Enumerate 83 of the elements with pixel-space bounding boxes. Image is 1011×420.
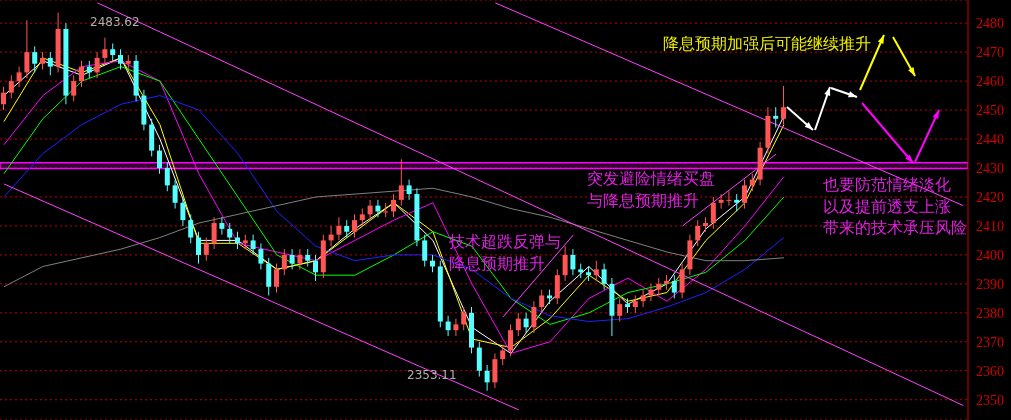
candlestick	[227, 222, 233, 244]
line-series	[3, 187, 785, 288]
candlestick	[196, 231, 201, 265]
candlestick	[718, 193, 724, 210]
candlestick	[515, 312, 521, 337]
candlestick	[593, 260, 599, 282]
candlestick	[1, 86, 6, 111]
annotation: 突发避险情绪买盘与降息预期推升	[587, 168, 715, 211]
candlestick	[71, 74, 77, 102]
candlestick	[203, 237, 209, 262]
candlestick	[781, 85, 787, 126]
y-tick-label: 2450	[976, 103, 1004, 119]
candlestick	[484, 364, 490, 392]
candlestick	[406, 179, 412, 201]
candlestick	[297, 248, 303, 270]
candlestick	[383, 202, 389, 218]
candlestick	[554, 268, 560, 305]
candlestick	[617, 297, 623, 323]
candlestick	[94, 51, 100, 79]
candlestick	[157, 144, 162, 175]
candlestick	[47, 51, 53, 76]
candlestick	[391, 193, 397, 218]
candlestick	[461, 306, 467, 331]
candlestick	[539, 289, 545, 314]
candlestick	[453, 318, 459, 337]
y-tick-label: 2440	[976, 132, 1004, 147]
y-tick-label: 2470	[976, 45, 1004, 61]
candlestick	[570, 248, 576, 276]
y-tick-label: 2350	[976, 392, 1004, 408]
candlestick	[773, 106, 779, 128]
candlestick	[671, 274, 677, 299]
annotation: 2483.62	[90, 15, 140, 29]
candlestick	[492, 352, 498, 389]
annotation: 降息预期加强后可能继续推升	[663, 33, 871, 55]
y-tick-label: 2480	[976, 16, 1004, 32]
candlestick	[695, 219, 701, 247]
candlestick	[32, 45, 38, 73]
candlestick	[476, 341, 482, 378]
candlestick	[601, 263, 607, 291]
y-tick-label: 2460	[976, 74, 1004, 90]
y-tick-label: 2360	[976, 363, 1004, 379]
candlestick	[289, 248, 295, 270]
candlestick	[562, 245, 568, 282]
candlestick	[742, 179, 748, 210]
candlestick	[640, 289, 646, 308]
candlestick	[679, 263, 685, 299]
candlestick	[710, 196, 716, 230]
y-tick-label: 2410	[976, 218, 1004, 234]
candlestick	[445, 315, 451, 337]
candlestick	[500, 344, 506, 366]
candlestick	[508, 323, 514, 357]
candlestick	[336, 216, 342, 241]
candlestick	[250, 234, 256, 256]
candlestick	[367, 199, 373, 221]
candlestick	[726, 190, 732, 207]
candlestick	[8, 74, 14, 99]
y-tick-label: 2390	[976, 276, 1004, 292]
candlestick	[102, 37, 108, 65]
candlestick	[352, 213, 358, 239]
candlestick	[188, 213, 194, 244]
y-tick-label: 2380	[976, 305, 1004, 321]
candlestick	[523, 312, 529, 334]
y-tick-label: 2400	[976, 247, 1004, 263]
y-tick-label: 2420	[976, 189, 1004, 205]
candlestick	[266, 257, 272, 296]
y-tick-label: 2370	[976, 334, 1004, 350]
candlestick	[219, 216, 225, 236]
candlestick	[16, 66, 22, 88]
candlestick	[24, 19, 30, 79]
candlestick	[164, 161, 170, 192]
candlestick	[211, 216, 217, 250]
candlestick	[422, 234, 428, 267]
candlestick	[313, 254, 319, 282]
candlestick	[180, 196, 186, 227]
candlestick	[79, 60, 84, 88]
candlestick	[398, 158, 404, 207]
candlestick	[258, 242, 264, 270]
candlestick	[281, 248, 287, 276]
candlestick	[172, 179, 178, 210]
y-tick-label: 2430	[976, 160, 1004, 176]
candlestick	[118, 48, 123, 71]
candlestick	[274, 263, 280, 294]
candlestick	[531, 300, 537, 334]
